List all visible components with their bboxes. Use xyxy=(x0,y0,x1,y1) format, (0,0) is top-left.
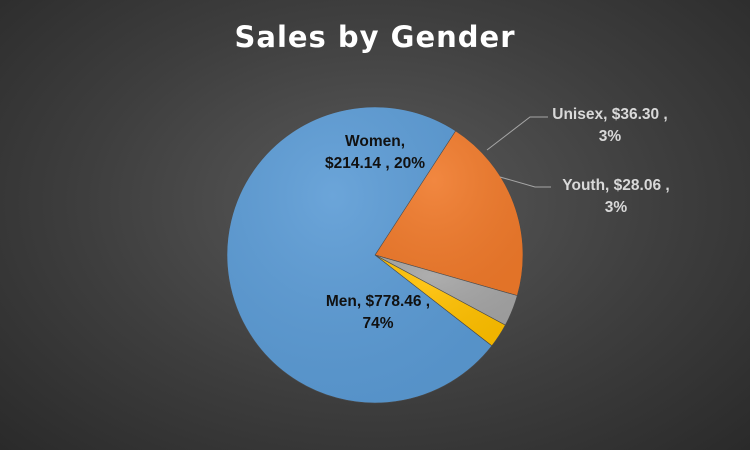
data-label-line: Youth, $28.06 , xyxy=(562,177,669,194)
pie-slice-shading-men xyxy=(227,106,492,403)
leader-line-unisex xyxy=(486,116,548,151)
pie-slice-shading-unisex xyxy=(375,255,518,326)
data-label-women: Women, $214.14 , 20% xyxy=(325,133,425,172)
data-label-line: Unisex, $36.30 , xyxy=(552,106,667,123)
leader-line-youth xyxy=(499,176,551,188)
data-label-line: 74% xyxy=(362,315,393,332)
chart-title: Sales by Gender xyxy=(234,20,516,54)
pie-slice-shading-youth xyxy=(375,255,506,346)
data-label-youth: Youth, $28.06 , 3% xyxy=(562,177,669,216)
data-label-line: 3% xyxy=(605,199,628,216)
data-label-unisex: Unisex, $36.30 , 3% xyxy=(552,106,667,145)
data-label-line: $214.14 , 20% xyxy=(325,155,425,172)
data-label-line: Men, $778.46 , xyxy=(326,293,430,310)
data-label-line: Women, xyxy=(345,133,405,150)
data-label-men: Men, $778.46 , 74% xyxy=(326,293,430,332)
pie-slice-shading-women xyxy=(375,130,524,296)
data-label-line: 3% xyxy=(599,128,622,145)
